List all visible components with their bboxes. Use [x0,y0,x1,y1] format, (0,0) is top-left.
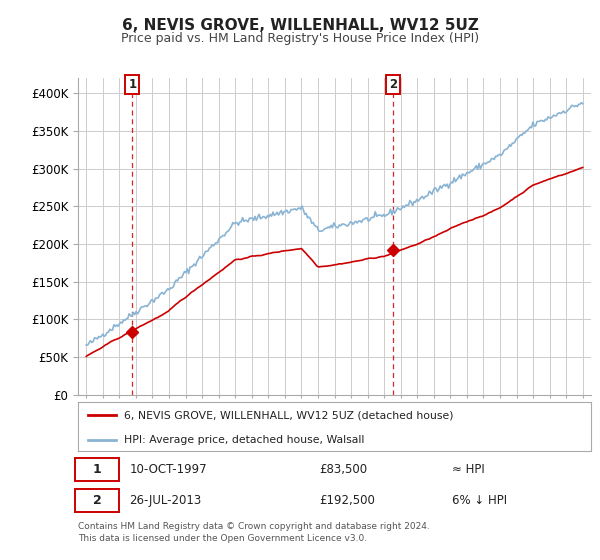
FancyBboxPatch shape [76,458,119,481]
Text: £192,500: £192,500 [319,494,375,507]
Text: 2: 2 [92,494,101,507]
Text: Price paid vs. HM Land Registry's House Price Index (HPI): Price paid vs. HM Land Registry's House … [121,32,479,45]
Text: 26-JUL-2013: 26-JUL-2013 [130,494,202,507]
Text: Contains HM Land Registry data © Crown copyright and database right 2024.: Contains HM Land Registry data © Crown c… [78,522,430,531]
Text: £83,500: £83,500 [319,463,367,476]
FancyBboxPatch shape [76,489,119,512]
Text: ≈ HPI: ≈ HPI [452,463,485,476]
Text: 6% ↓ HPI: 6% ↓ HPI [452,494,508,507]
Text: 10-OCT-1997: 10-OCT-1997 [130,463,207,476]
Text: 1: 1 [92,463,101,476]
Text: This data is licensed under the Open Government Licence v3.0.: This data is licensed under the Open Gov… [78,534,367,543]
Text: HPI: Average price, detached house, Walsall: HPI: Average price, detached house, Wals… [124,435,365,445]
Text: 1: 1 [128,78,136,91]
Text: 6, NEVIS GROVE, WILLENHALL, WV12 5UZ: 6, NEVIS GROVE, WILLENHALL, WV12 5UZ [122,18,478,33]
Text: 6, NEVIS GROVE, WILLENHALL, WV12 5UZ (detached house): 6, NEVIS GROVE, WILLENHALL, WV12 5UZ (de… [124,410,454,421]
Text: 2: 2 [389,78,397,91]
